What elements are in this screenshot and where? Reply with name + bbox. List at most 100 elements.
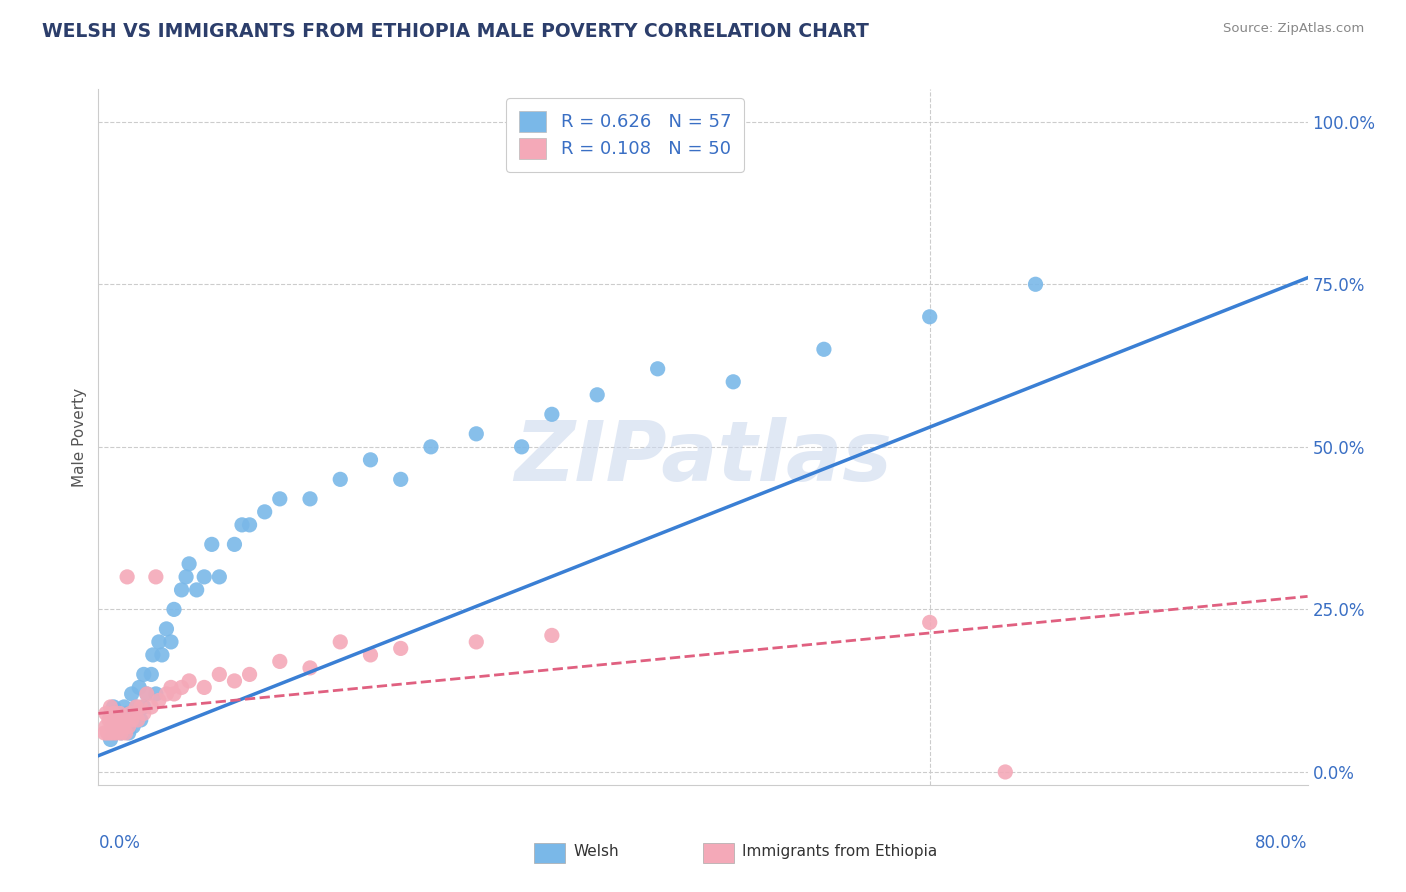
- Point: [647, 361, 669, 376]
- Point: [132, 667, 155, 681]
- Point: [193, 570, 215, 584]
- Point: [118, 719, 141, 733]
- Legend: R = 0.626   N = 57, R = 0.108   N = 50: R = 0.626 N = 57, R = 0.108 N = 50: [506, 98, 744, 171]
- Point: [918, 310, 941, 324]
- Point: [114, 719, 136, 733]
- Point: [105, 726, 128, 740]
- Point: [918, 615, 941, 630]
- Point: [299, 661, 322, 675]
- Point: [145, 687, 167, 701]
- Point: [101, 719, 124, 733]
- Point: [163, 687, 186, 701]
- Point: [100, 700, 122, 714]
- Point: [135, 687, 157, 701]
- Point: [125, 700, 148, 714]
- Point: [160, 635, 183, 649]
- Point: [231, 517, 253, 532]
- Point: [723, 375, 745, 389]
- Point: [170, 582, 193, 597]
- Y-axis label: Male Poverty: Male Poverty: [72, 387, 87, 487]
- Point: [128, 681, 150, 695]
- Point: [94, 706, 117, 721]
- Point: [186, 582, 208, 597]
- Point: [107, 719, 129, 733]
- Point: [111, 719, 134, 733]
- Point: [100, 726, 122, 740]
- Point: [104, 713, 127, 727]
- Point: [465, 426, 488, 441]
- Point: [121, 687, 143, 701]
- Point: [163, 602, 186, 616]
- Point: [100, 732, 122, 747]
- Point: [103, 726, 125, 740]
- Text: ZIPatlas: ZIPatlas: [515, 417, 891, 499]
- Point: [208, 570, 231, 584]
- Point: [103, 700, 125, 714]
- Point: [114, 726, 136, 740]
- Point: [142, 648, 165, 662]
- Point: [118, 726, 141, 740]
- Point: [122, 719, 145, 733]
- Point: [108, 706, 131, 721]
- Point: [540, 628, 562, 642]
- Point: [329, 472, 352, 486]
- Point: [141, 667, 163, 681]
- Point: [208, 667, 231, 681]
- Point: [111, 713, 134, 727]
- Text: 80.0%: 80.0%: [1256, 834, 1308, 852]
- Point: [269, 654, 291, 668]
- Point: [224, 673, 246, 688]
- Point: [107, 719, 129, 733]
- Point: [269, 491, 291, 506]
- Point: [586, 388, 609, 402]
- Text: Welsh: Welsh: [574, 845, 619, 859]
- Point: [103, 726, 125, 740]
- Point: [239, 517, 262, 532]
- Point: [121, 713, 143, 727]
- Point: [179, 557, 201, 571]
- Point: [105, 713, 128, 727]
- Point: [148, 635, 170, 649]
- Point: [253, 505, 276, 519]
- Point: [389, 472, 412, 486]
- Text: Immigrants from Ethiopia: Immigrants from Ethiopia: [742, 845, 938, 859]
- Point: [127, 713, 149, 727]
- Point: [174, 570, 197, 584]
- Point: [389, 641, 412, 656]
- Point: [104, 719, 127, 733]
- Point: [105, 706, 128, 721]
- Point: [101, 719, 124, 733]
- Point: [125, 700, 148, 714]
- Point: [329, 635, 352, 649]
- Point: [141, 700, 163, 714]
- Point: [115, 570, 138, 584]
- Point: [299, 491, 322, 506]
- Point: [110, 726, 132, 740]
- Text: 0.0%: 0.0%: [98, 834, 141, 852]
- Point: [994, 764, 1017, 779]
- Point: [110, 713, 132, 727]
- Point: [135, 687, 157, 701]
- Point: [170, 681, 193, 695]
- Point: [224, 537, 246, 551]
- Point: [160, 681, 183, 695]
- Point: [112, 713, 135, 727]
- Point: [1024, 277, 1046, 292]
- Point: [465, 635, 488, 649]
- Text: Source: ZipAtlas.com: Source: ZipAtlas.com: [1223, 22, 1364, 36]
- Point: [120, 706, 142, 721]
- Text: WELSH VS IMMIGRANTS FROM ETHIOPIA MALE POVERTY CORRELATION CHART: WELSH VS IMMIGRANTS FROM ETHIOPIA MALE P…: [42, 22, 869, 41]
- Point: [103, 706, 125, 721]
- Point: [540, 407, 562, 421]
- Point: [148, 693, 170, 707]
- Point: [127, 706, 149, 721]
- Point: [98, 713, 121, 727]
- Point: [115, 706, 138, 721]
- Point: [120, 713, 142, 727]
- Point: [145, 570, 167, 584]
- Point: [201, 537, 224, 551]
- Point: [110, 726, 132, 740]
- Point: [132, 706, 155, 721]
- Point: [150, 648, 173, 662]
- Point: [112, 700, 135, 714]
